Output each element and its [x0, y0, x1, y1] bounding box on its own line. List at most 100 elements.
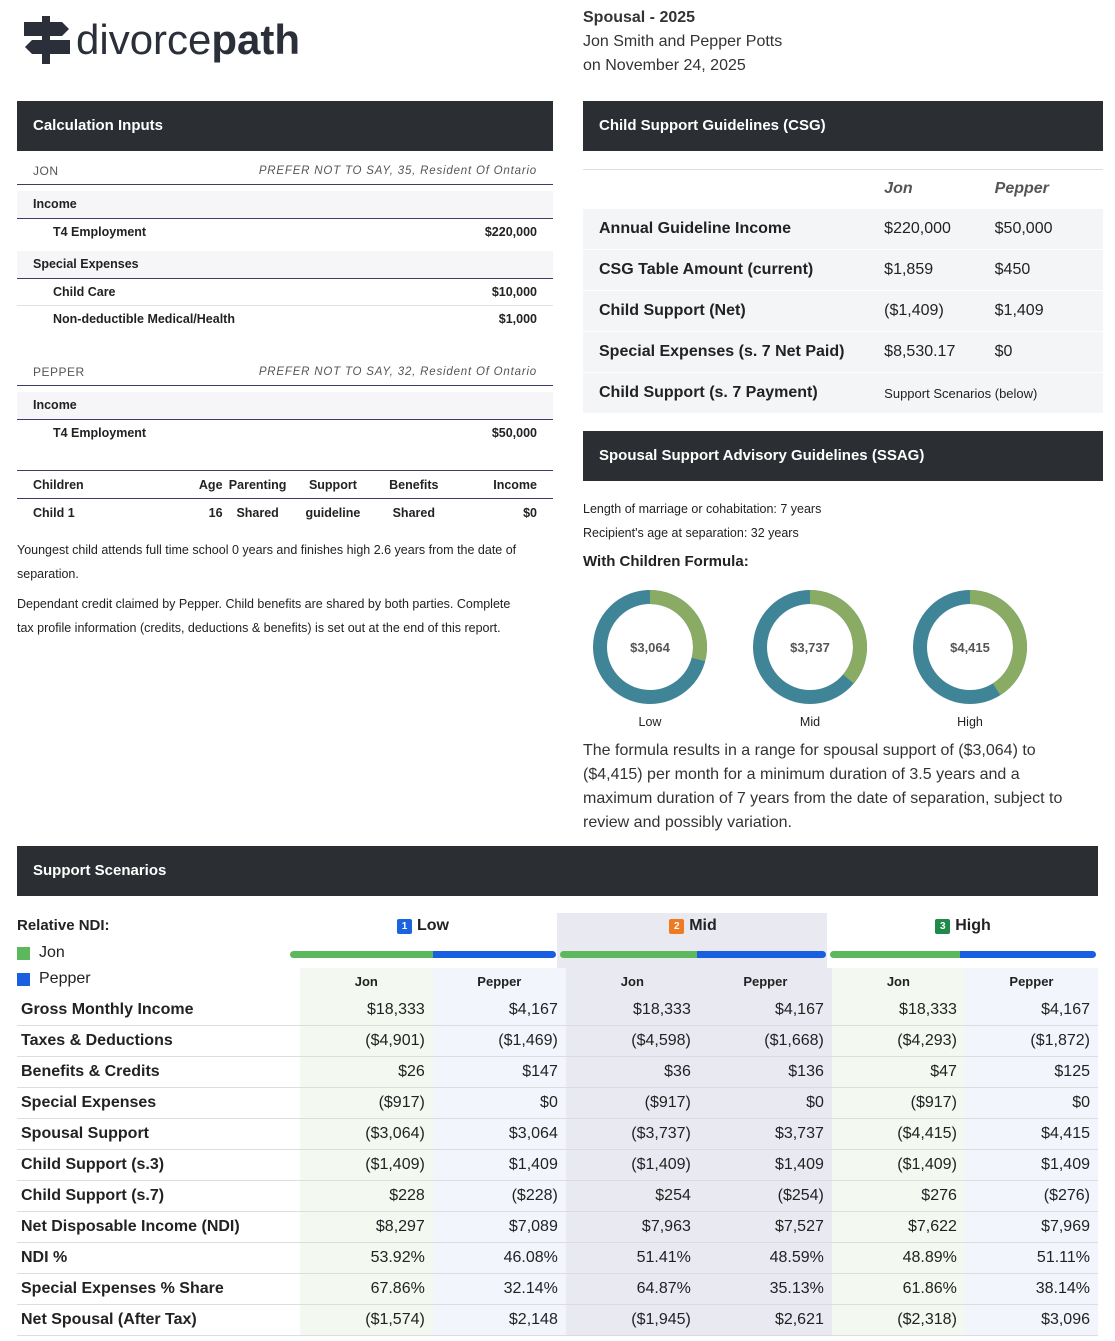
scenario-value: 64.87%: [565, 1273, 699, 1305]
scenario-column: Pepper: [698, 968, 832, 995]
scenario-value: ($1,872): [964, 1025, 1098, 1057]
note: Dependant credit claimed by Pepper. Chil…: [17, 597, 511, 635]
csg-value: $1,859: [882, 249, 993, 291]
scenario-row: Net Disposable Income (NDI) $8,297 $7,089 $…: [17, 1211, 1098, 1243]
legend-name: Jon: [39, 944, 65, 961]
scenario-label: Benefits & Credits: [17, 1056, 300, 1088]
children-cell: guideline: [305, 505, 361, 520]
spacer: [583, 151, 1103, 169]
scenario-value: $1,409: [698, 1149, 832, 1181]
children-cell: Support: [292, 470, 374, 499]
scenario-value: ($917): [831, 1087, 965, 1119]
item-label: T4 Employment: [53, 426, 147, 440]
scenario-row: Spousal Support ($3,064) $3,064 ($3,737) $3,…: [17, 1118, 1098, 1150]
brand: divorcepath: [76, 16, 300, 64]
donut-arc: [593, 590, 707, 704]
scenario-label: Taxes & Deductions: [17, 1025, 300, 1057]
scenario-value: 35.13%: [698, 1273, 832, 1305]
scenario-name: Low: [417, 917, 449, 934]
scenario-value: ($917): [299, 1087, 433, 1119]
scenario-value: $4,167: [698, 995, 832, 1026]
csg-value: $1,409: [992, 290, 1103, 332]
scenario-row: Benefits & Credits $26 $147 $36 $136 $47 $125: [17, 1056, 1098, 1088]
scenario-table: Jon Pepper Jon Pepper Jon Pepper Gross Monthly…: [17, 968, 1098, 1336]
csg-label: CSG Table Amount (current): [583, 249, 883, 291]
scenario-value: $18,333: [299, 995, 433, 1026]
group-row: Income: [17, 392, 553, 420]
scenario-value: $2,148: [432, 1304, 566, 1336]
scenario-value: $254: [565, 1180, 699, 1212]
scenario-value: ($4,901): [299, 1025, 433, 1057]
children-row: Children Age Parenting Support Benefits Incom…: [17, 470, 553, 499]
scenario-value: 51.41%: [565, 1242, 699, 1274]
scenario-value: 32.14%: [432, 1273, 566, 1305]
scenario-heading: 1 Low: [288, 917, 558, 935]
person-name: JON: [33, 163, 59, 178]
scenario-label: Net Spousal (After Tax): [17, 1304, 300, 1336]
csg-column: Jon: [882, 169, 993, 209]
ndi-bar: [830, 951, 1096, 958]
formula-title: With Children Formula:: [583, 553, 749, 570]
inputs-panel: Calculation Inputs JON PREFER NOT TO SAY, …: [17, 101, 553, 640]
scenario-value: 51.11%: [964, 1242, 1098, 1274]
report-date: on November 24, 2025: [583, 57, 746, 74]
scenario-value: $8,297: [299, 1211, 433, 1243]
ndi-bar: [560, 951, 826, 958]
scenario-value: $0: [964, 1087, 1098, 1119]
scenario-value: 67.86%: [299, 1273, 433, 1305]
scenario-value: ($917): [565, 1087, 699, 1119]
scenario-cell: [17, 968, 300, 995]
scenario-value: $3,096: [964, 1304, 1098, 1336]
scenario-value: ($1,409): [831, 1149, 965, 1181]
scenario-value: ($1,469): [432, 1025, 566, 1057]
csg-label: Child Support (s. 7 Payment): [583, 372, 883, 414]
scenario-value: $47: [831, 1056, 965, 1088]
csg-row: Special Expenses (s. 7 Net Paid) $8,530.1…: [583, 331, 1103, 373]
person-row: JON PREFER NOT TO SAY, 35, Resident Of On…: [17, 151, 553, 185]
parties: Jon Smith and Pepper Potts: [583, 33, 783, 50]
logo-icon: [24, 16, 70, 64]
ndi-bar-jon: [830, 951, 961, 958]
scenario-label: Net Disposable Income (NDI): [17, 1211, 300, 1243]
donut-amount: $3,737: [790, 640, 830, 655]
ndi-bar-pepper: [696, 951, 826, 958]
scenario-label: Special Expenses % Share: [17, 1273, 300, 1305]
relative-ndi-label: Relative NDI:: [17, 917, 110, 934]
donut-amount: $4,415: [950, 640, 990, 655]
item-value: $1,000: [498, 312, 537, 326]
donut-label: Mid: [799, 715, 821, 729]
spacer: [17, 526, 553, 532]
scenario-label: Child Support (s.3): [17, 1149, 300, 1181]
scenario-value: $26: [299, 1056, 433, 1088]
scenario-value: ($1,574): [299, 1304, 433, 1336]
children-cell: Shared: [392, 505, 435, 520]
person-name: PEPPER: [33, 364, 85, 379]
scenario-value: ($1,409): [299, 1149, 433, 1181]
scenario-row: Child Support (s.7) $228 ($228) $254 ($254) $…: [17, 1180, 1098, 1212]
csg-value: $220,000: [882, 208, 993, 250]
csg-column: Pepper: [992, 169, 1103, 209]
donut-amount: $3,064: [630, 640, 671, 655]
scenario-value: $276: [831, 1180, 965, 1212]
csg-value: $0: [992, 331, 1103, 373]
scenario-badge: 2: [669, 918, 685, 934]
group-items: Child Care $10,000 Non-deductible Medical/…: [17, 279, 553, 332]
scenario-value: $18,333: [565, 995, 699, 1026]
scenario-column: Pepper: [964, 968, 1098, 995]
children-cell: 16: [208, 505, 223, 520]
ssag-panel: Spousal Support Advisory Guidelines (SSA…: [583, 431, 1103, 841]
scenario-column: Pepper: [432, 968, 566, 995]
scenario-heading: 2 Mid: [558, 917, 828, 935]
group-row: Special Expenses: [17, 251, 553, 279]
spacer: [17, 332, 553, 352]
brand-bold: path: [211, 16, 301, 63]
panel-header: Support Scenarios: [17, 846, 1098, 896]
note: Youngest child attends full time school …: [17, 543, 517, 581]
group-items: T4 Employment $220,000: [17, 219, 553, 245]
ndi-bar-pepper: [960, 951, 1096, 958]
scenario-value: $125: [964, 1056, 1098, 1088]
item-value: $220,000: [484, 225, 537, 239]
donut: $4,415: [913, 590, 1027, 704]
scenario-row: NDI % 53.92% 46.08% 51.41% 48.59% 48.89% 51.11…: [17, 1242, 1098, 1274]
scenario-value: $1,409: [432, 1149, 566, 1181]
